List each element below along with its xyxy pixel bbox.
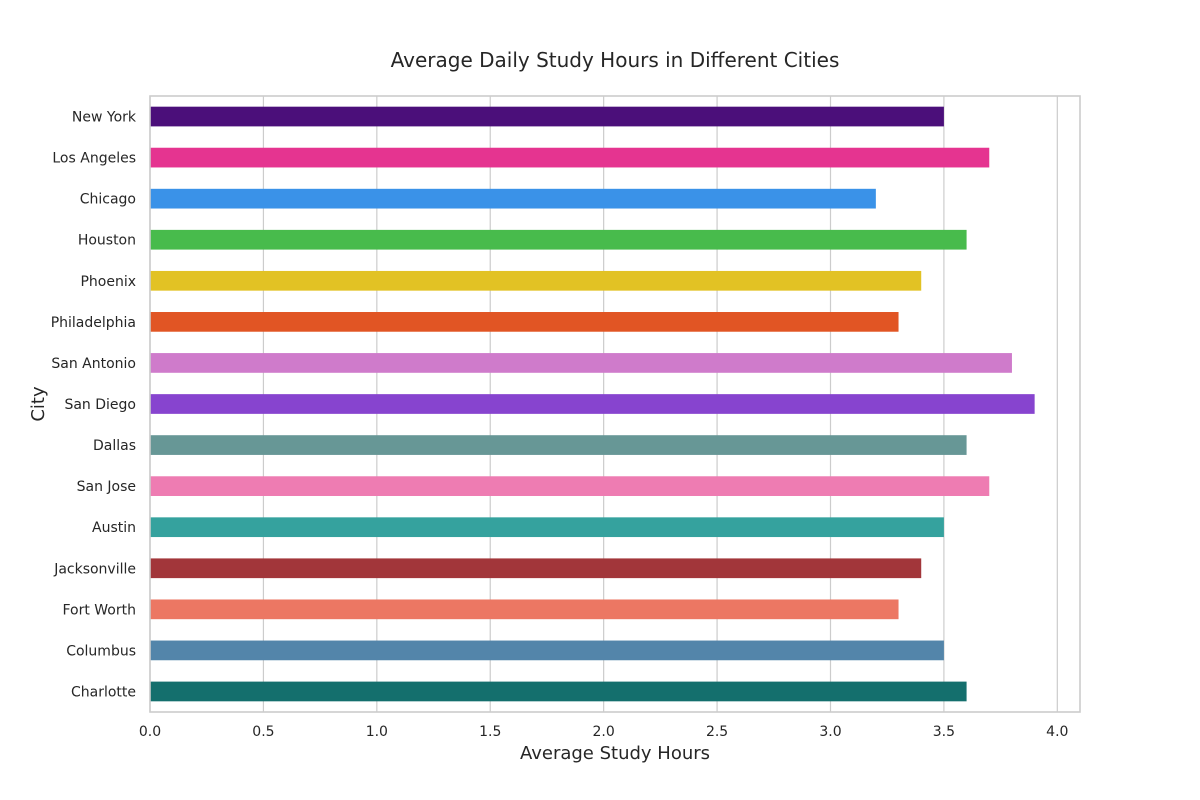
y-tick-label: San Antonio <box>51 356 136 372</box>
y-tick-label: Los Angeles <box>52 151 136 167</box>
bar <box>150 188 876 209</box>
x-tick-label: 1.0 <box>366 724 388 740</box>
chart-title: Average Daily Study Hours in Different C… <box>391 48 840 72</box>
bar <box>150 681 967 702</box>
bar <box>150 435 967 455</box>
y-tick-label: Philadelphia <box>51 315 136 331</box>
bar <box>150 394 1035 414</box>
bar <box>150 640 944 661</box>
y-tick-label: Austin <box>92 520 136 536</box>
y-tick-label: Phoenix <box>80 274 136 290</box>
bar <box>150 147 990 168</box>
y-tick-label: Fort Worth <box>62 602 136 618</box>
y-tick-label: San Diego <box>64 397 136 413</box>
bar <box>150 106 944 127</box>
x-axis-label: Average Study Hours <box>520 743 710 764</box>
x-tick-label: 4.0 <box>1046 724 1068 740</box>
y-axis-label: City <box>28 386 49 422</box>
y-tick-label: Dallas <box>93 438 136 454</box>
y-tick-labels: New York Los Angeles Chicago Houston Phoenix… <box>51 110 137 701</box>
bar <box>150 353 1012 373</box>
bar <box>150 517 944 538</box>
y-tick-label: Jacksonville <box>53 561 136 577</box>
y-tick-label: New York <box>72 110 137 126</box>
y-tick-label: Chicago <box>80 192 136 208</box>
bar <box>150 476 990 496</box>
bars <box>150 106 1035 702</box>
x-tick-label: 3.0 <box>819 724 841 740</box>
x-tick-labels: 0.0 0.5 1.0 1.5 2.0 2.5 3.0 3.5 4.0 <box>139 724 1069 740</box>
x-tick-label: 1.5 <box>479 724 501 740</box>
x-tick-label: 2.5 <box>706 724 728 740</box>
y-tick-label: Charlotte <box>71 684 136 700</box>
y-tick-label: Houston <box>78 233 136 249</box>
x-tick-label: 3.5 <box>933 724 955 740</box>
bar <box>150 599 899 620</box>
y-tick-label: Columbus <box>66 643 136 659</box>
plot-frame <box>149 95 1081 713</box>
bar <box>150 312 899 332</box>
bar <box>150 229 967 250</box>
x-tick-label: 0.0 <box>139 724 161 740</box>
x-tick-label: 0.5 <box>252 724 274 740</box>
bar <box>150 270 922 291</box>
x-tick-label: 2.0 <box>593 724 615 740</box>
y-tick-label: San Jose <box>77 479 136 495</box>
bar <box>150 558 922 579</box>
